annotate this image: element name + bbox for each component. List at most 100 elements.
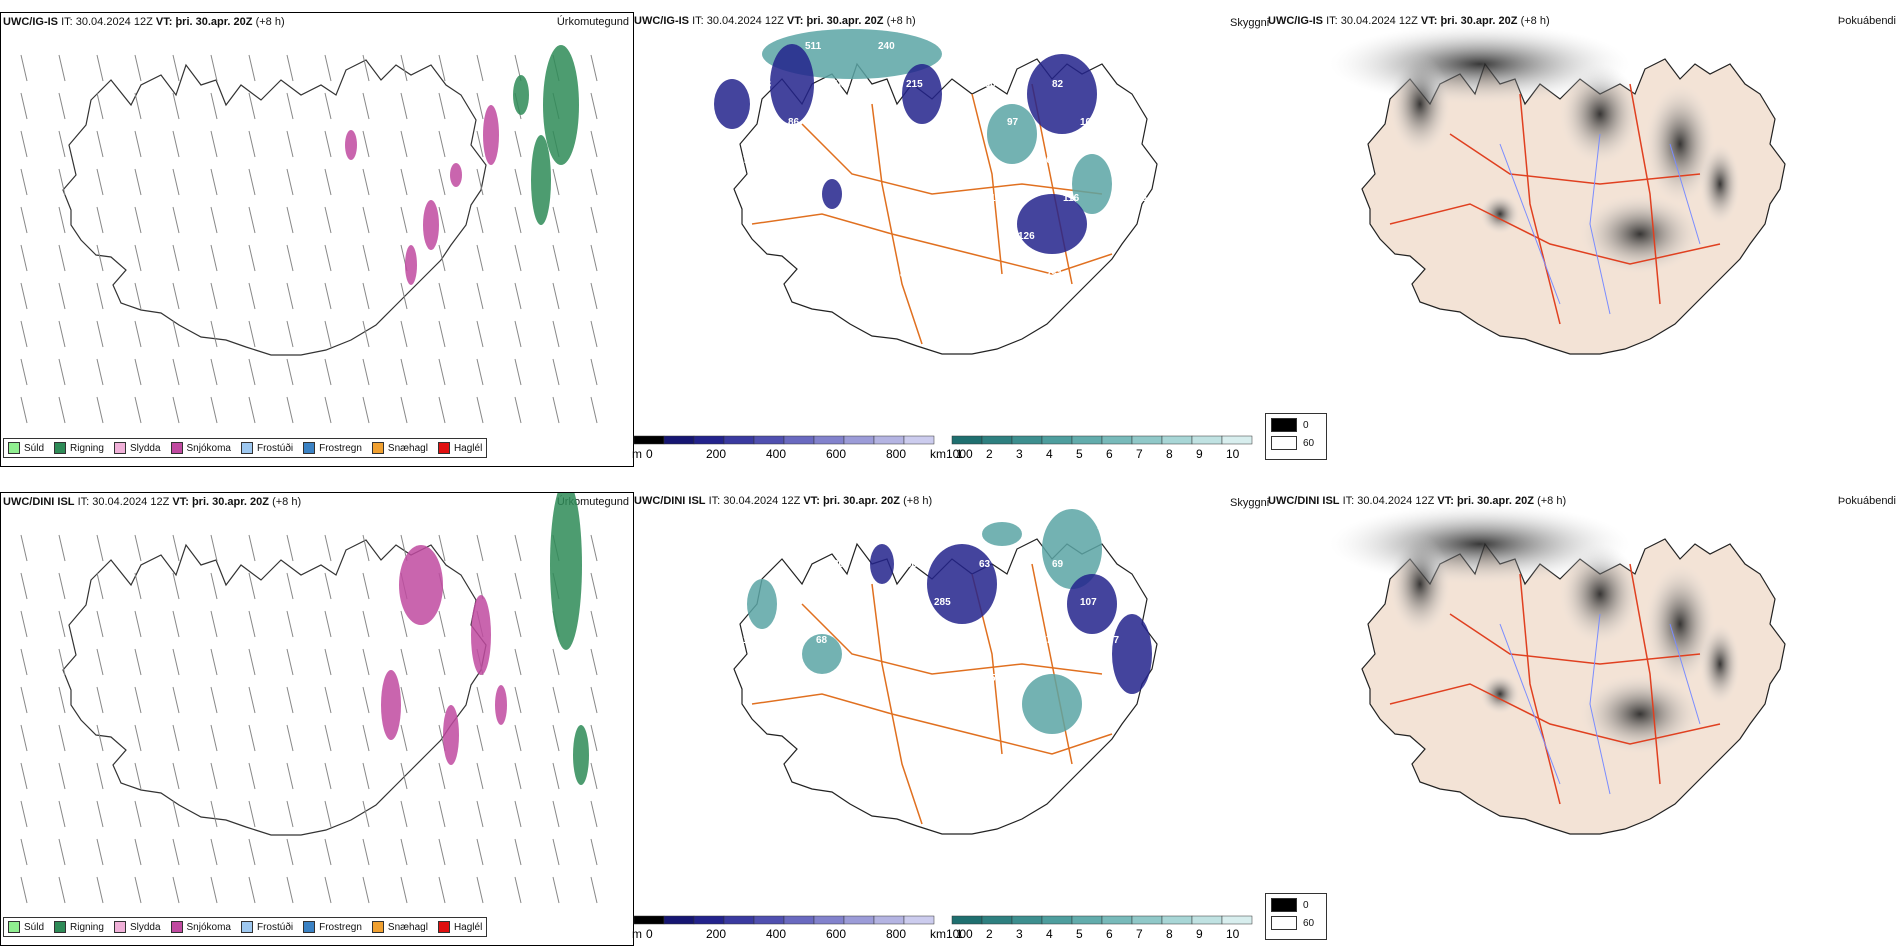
legend-swatch xyxy=(437,921,450,933)
precip-type-map xyxy=(20,493,598,904)
lead-time: (+8 h) xyxy=(255,16,285,28)
cloud-base-value: 197 xyxy=(771,673,788,684)
colorbar-tick: 600 xyxy=(826,447,846,461)
wind-barb xyxy=(590,168,598,196)
wind-barb xyxy=(248,282,256,310)
wind-barb xyxy=(400,282,408,310)
colorbar-segment xyxy=(813,915,845,925)
colorbar-tick: 2 xyxy=(986,927,993,941)
wind-barb xyxy=(58,534,66,562)
wind-barb xyxy=(134,762,142,790)
precipitation-area xyxy=(531,135,551,225)
road xyxy=(1449,613,1701,665)
cloud-base-value: 42 xyxy=(827,269,839,280)
colorbar-unit: m xyxy=(632,447,642,461)
wind-barb xyxy=(96,320,104,348)
wind-barb xyxy=(172,320,180,348)
wind-barb xyxy=(248,168,256,196)
cloud-area xyxy=(870,544,894,584)
wind-barb xyxy=(210,876,218,904)
wind-barb xyxy=(324,800,332,828)
wind-barb xyxy=(324,610,332,638)
colorbar-segment xyxy=(783,435,815,445)
wind-barb xyxy=(248,130,256,158)
legend-label: Rigning xyxy=(70,442,104,454)
wind-barb xyxy=(286,876,294,904)
wind-barb xyxy=(20,206,28,234)
road xyxy=(971,93,1003,275)
wind-barb xyxy=(96,876,104,904)
wind-barb xyxy=(134,396,142,424)
fog-legend-item: 0 xyxy=(1271,418,1321,432)
wind-barb xyxy=(286,800,294,828)
colorbar-segment xyxy=(813,435,845,445)
precip-panel-ig: UWC/IG-IS IT: 30.04.2024 12Z VT: þri. 30… xyxy=(0,12,634,467)
wind-barb xyxy=(20,168,28,196)
fog-area xyxy=(1560,544,1640,644)
road xyxy=(1389,203,1721,265)
colorbar-segment xyxy=(783,915,815,925)
cloud-area xyxy=(770,44,814,124)
wind-barb xyxy=(96,206,104,234)
wind-barb xyxy=(324,838,332,866)
cloud-base-value: 96 xyxy=(934,117,946,128)
wind-barb xyxy=(514,358,522,386)
legend-label: Snjókoma xyxy=(186,442,231,454)
wind-barb xyxy=(96,54,104,82)
wind-barb xyxy=(362,168,370,196)
wind-barb xyxy=(552,762,560,790)
fog-legend-item: 60 xyxy=(1271,916,1321,930)
cloud-base-value: 113 xyxy=(990,193,1007,204)
wind-barb xyxy=(590,396,598,424)
wind-barb xyxy=(286,838,294,866)
legend-item: Slydda xyxy=(113,442,161,454)
colorbar-unit: km xyxy=(930,447,946,461)
wind-barb xyxy=(590,838,598,866)
wind-barb xyxy=(58,244,66,272)
wind-barb xyxy=(438,358,446,386)
colorbar-tick: 9 xyxy=(1196,447,1203,461)
wind-barb xyxy=(324,206,332,234)
wind-barb xyxy=(134,168,142,196)
cloud-area xyxy=(1067,574,1117,634)
cloud-base-value: 80 xyxy=(788,597,800,608)
colorbar-tick: 200 xyxy=(706,447,726,461)
wind-barb xyxy=(438,534,446,562)
model-name: UWC/IG-IS xyxy=(634,15,689,27)
legend-label: 0 xyxy=(1303,419,1309,431)
cloud-base-value: 24 xyxy=(760,559,772,570)
wind-barb xyxy=(552,800,560,828)
cloud-base-value: 300 xyxy=(1024,41,1041,52)
cloud-base-value: 62 xyxy=(861,597,873,608)
wind-barb xyxy=(590,244,598,272)
legend-swatch xyxy=(240,921,253,933)
wind-barb xyxy=(172,838,180,866)
colorbar-tick: 4 xyxy=(1046,927,1053,941)
wind-barb xyxy=(476,724,484,752)
colorbar-tick: 10 xyxy=(1226,447,1240,461)
init-time: 30.04.2024 12Z xyxy=(92,496,170,508)
wind-barb xyxy=(514,130,522,158)
wind-barb xyxy=(400,648,408,676)
legend-item: Haglél xyxy=(437,921,482,933)
wind-barb xyxy=(324,396,332,424)
colorbar-tick: 10 xyxy=(1226,927,1240,941)
wind-barb xyxy=(590,610,598,638)
wind-barb xyxy=(58,206,66,234)
valid-time: þri. 30.apr. 20Z xyxy=(1440,15,1518,27)
legend-label: Súld xyxy=(24,921,45,933)
wind-barb xyxy=(476,320,484,348)
wind-barb xyxy=(20,572,28,600)
parameter-name: Þokuábendi xyxy=(1837,495,1896,507)
panel-header: UWC/IG-IS IT: 30.04.2024 12Z VT: þri. 30… xyxy=(1266,12,1900,30)
cloud-base-value: 106 xyxy=(962,155,979,166)
river xyxy=(1499,623,1561,785)
wind-barb xyxy=(590,686,598,714)
colorbar-segment xyxy=(903,915,935,925)
colorbar-tick: 5 xyxy=(1076,447,1083,461)
wind-barb xyxy=(552,686,560,714)
colorbar-segment xyxy=(633,915,665,925)
wind-barb xyxy=(400,358,408,386)
vt-label: VT: xyxy=(1420,15,1438,27)
wind-barb xyxy=(248,762,256,790)
